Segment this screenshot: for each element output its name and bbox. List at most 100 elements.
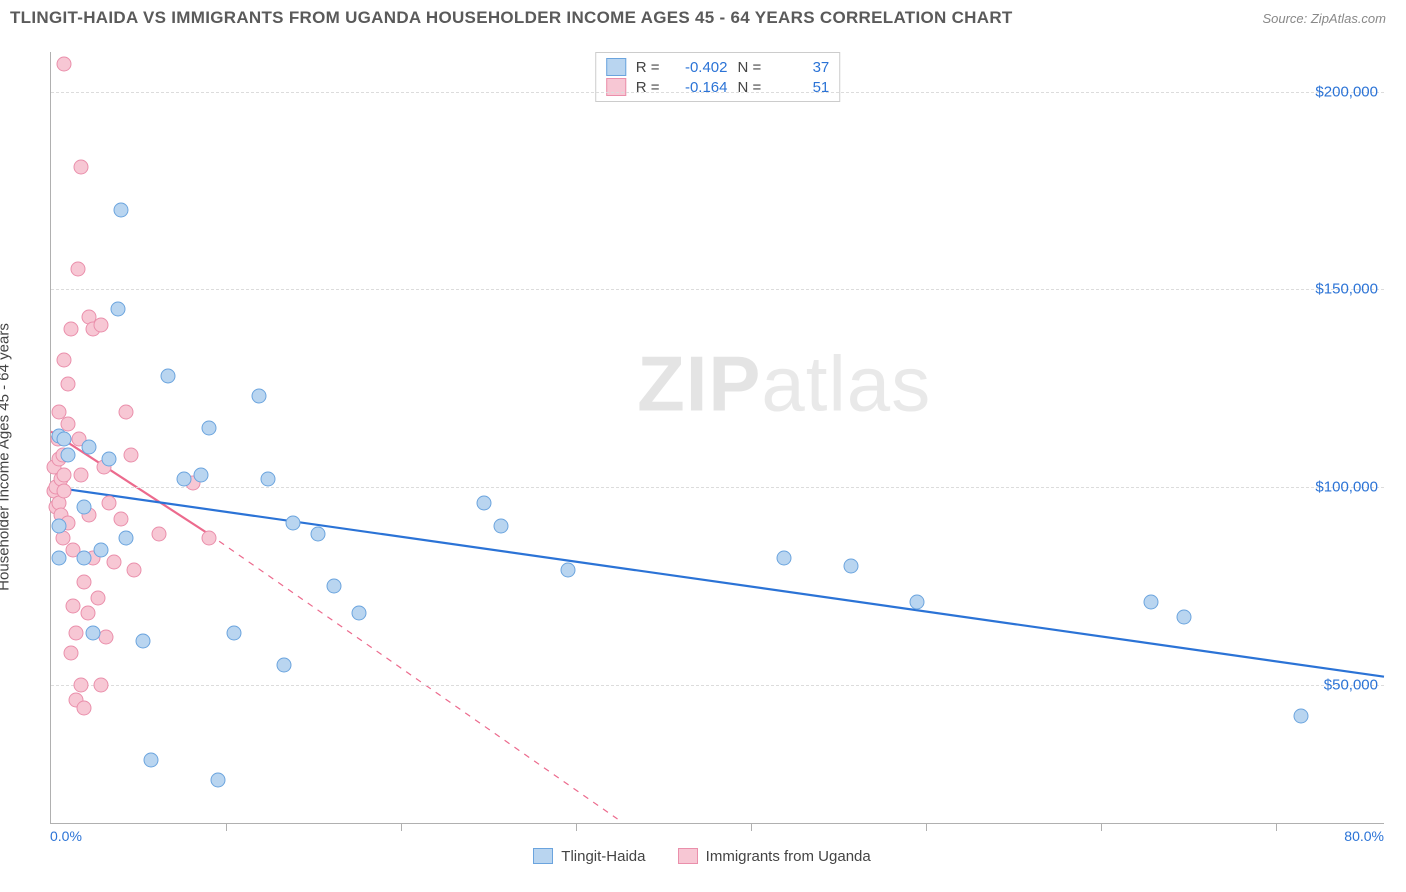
watermark-text: ZIPatlas <box>637 338 931 429</box>
data-point <box>113 511 128 526</box>
data-point <box>127 562 142 577</box>
data-point <box>327 578 342 593</box>
stats-row-series-1: R = -0.402 N = 37 <box>606 57 830 77</box>
data-point <box>202 531 217 546</box>
correlation-chart: Householder Income Ages 45 - 64 years ZI… <box>10 42 1394 872</box>
x-tick <box>226 823 227 831</box>
data-point <box>352 606 367 621</box>
swatch-series-1 <box>533 848 553 864</box>
y-tick-label: $100,000 <box>1315 478 1378 495</box>
gridline-h <box>51 289 1384 290</box>
swatch-series-2 <box>678 848 698 864</box>
data-point <box>93 543 108 558</box>
data-point <box>93 317 108 332</box>
data-point <box>227 626 242 641</box>
y-tick-label: $200,000 <box>1315 83 1378 100</box>
data-point <box>85 626 100 641</box>
data-point <box>252 388 267 403</box>
data-point <box>102 495 117 510</box>
plot-area: ZIPatlas R = -0.402 N = 37 R = -0.164 N … <box>50 52 1384 824</box>
stats-row-series-2: R = -0.164 N = 51 <box>606 77 830 97</box>
x-tick <box>751 823 752 831</box>
data-point <box>60 448 75 463</box>
data-point <box>63 321 78 336</box>
data-point <box>493 519 508 534</box>
data-point <box>110 301 125 316</box>
data-point <box>193 468 208 483</box>
data-point <box>310 527 325 542</box>
gridline-h <box>51 487 1384 488</box>
series-legend: Tlingit-Haida Immigrants from Uganda <box>10 848 1394 869</box>
data-point <box>202 420 217 435</box>
data-point <box>57 56 72 71</box>
data-point <box>77 499 92 514</box>
data-point <box>143 752 158 767</box>
data-point <box>52 519 67 534</box>
data-point <box>63 645 78 660</box>
y-tick-label: $150,000 <box>1315 281 1378 298</box>
x-axis-min-label: 0.0% <box>50 828 82 844</box>
data-point <box>70 262 85 277</box>
data-point <box>910 594 925 609</box>
trend-lines-layer <box>51 52 1384 823</box>
data-point <box>1177 610 1192 625</box>
data-point <box>73 159 88 174</box>
gridline-h <box>51 92 1384 93</box>
swatch-series-1 <box>606 58 626 76</box>
data-point <box>177 472 192 487</box>
data-point <box>160 369 175 384</box>
data-point <box>93 677 108 692</box>
data-point <box>77 701 92 716</box>
gridline-h <box>51 685 1384 686</box>
data-point <box>60 377 75 392</box>
data-point <box>1143 594 1158 609</box>
data-point <box>260 472 275 487</box>
data-point <box>80 606 95 621</box>
data-point <box>560 562 575 577</box>
data-point <box>68 626 83 641</box>
data-point <box>123 448 138 463</box>
y-tick-label: $50,000 <box>1324 676 1378 693</box>
data-point <box>57 483 72 498</box>
data-point <box>118 404 133 419</box>
legend-item-2: Immigrants from Uganda <box>678 848 871 865</box>
data-point <box>65 598 80 613</box>
x-tick <box>1276 823 1277 831</box>
x-tick <box>576 823 577 831</box>
x-tick <box>926 823 927 831</box>
source-link[interactable]: ZipAtlas.com <box>1311 11 1386 26</box>
data-point <box>277 657 292 672</box>
data-point <box>102 452 117 467</box>
x-axis-max-label: 80.0% <box>1344 828 1384 844</box>
data-point <box>73 677 88 692</box>
data-point <box>285 515 300 530</box>
x-tick <box>401 823 402 831</box>
data-point <box>98 630 113 645</box>
data-point <box>113 203 128 218</box>
chart-title: TLINGIT-HAIDA VS IMMIGRANTS FROM UGANDA … <box>10 8 1013 28</box>
data-point <box>52 551 67 566</box>
data-point <box>843 558 858 573</box>
y-axis-title: Householder Income Ages 45 - 64 years <box>0 323 13 591</box>
source-attribution: Source: ZipAtlas.com <box>1262 11 1386 26</box>
data-point <box>477 495 492 510</box>
swatch-series-2 <box>606 78 626 96</box>
data-point <box>77 551 92 566</box>
data-point <box>118 531 133 546</box>
data-point <box>90 590 105 605</box>
data-point <box>77 574 92 589</box>
x-tick <box>1101 823 1102 831</box>
data-point <box>73 468 88 483</box>
data-point <box>57 353 72 368</box>
data-point <box>135 634 150 649</box>
data-point <box>1293 709 1308 724</box>
data-point <box>210 772 225 787</box>
data-point <box>57 432 72 447</box>
data-point <box>57 468 72 483</box>
data-point <box>107 555 122 570</box>
legend-item-1: Tlingit-Haida <box>533 848 645 865</box>
data-point <box>152 527 167 542</box>
data-point <box>777 551 792 566</box>
stats-legend: R = -0.402 N = 37 R = -0.164 N = 51 <box>595 52 841 102</box>
data-point <box>82 440 97 455</box>
